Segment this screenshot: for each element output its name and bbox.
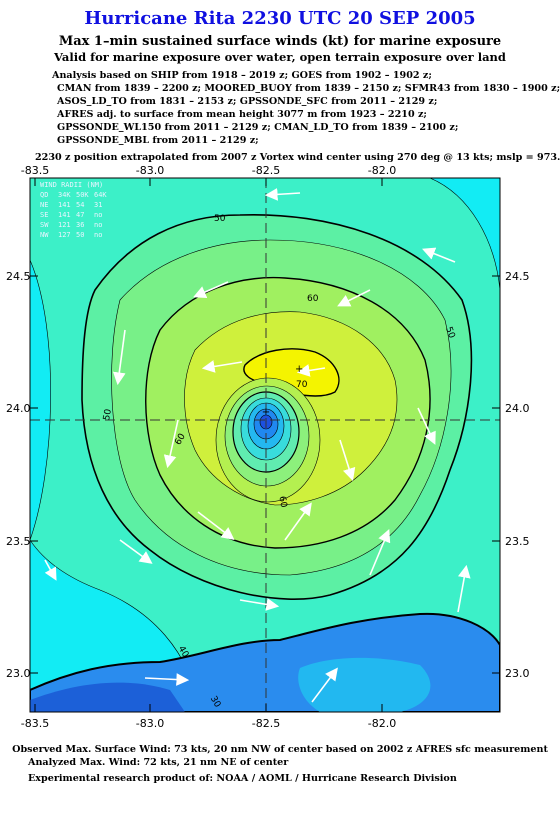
position-note: 2230 z position extrapolated from 2007 z… bbox=[35, 152, 560, 163]
lat-tick-label: 24.5 bbox=[505, 270, 530, 283]
lat-tick-label: 24.5 bbox=[6, 270, 31, 283]
wind-radii-cell: 31 bbox=[94, 201, 102, 209]
lat-tick-label: 23.5 bbox=[505, 535, 530, 548]
lat-tick-label: 23.0 bbox=[6, 667, 31, 680]
wind-radii-cell: no bbox=[94, 231, 102, 239]
footer-line: Experimental research product of: NOAA /… bbox=[28, 773, 457, 784]
lon-tick-label: -82.5 bbox=[252, 164, 280, 177]
contour-label: 50 bbox=[102, 408, 114, 421]
wind-radii-cell: SE bbox=[40, 211, 48, 219]
subtitle: Max 1–min sustained surface winds (kt) f… bbox=[59, 34, 501, 49]
lon-tick-label: -82.0 bbox=[368, 717, 396, 730]
contour-label: 50 bbox=[214, 214, 226, 224]
contour-label: 70 bbox=[296, 380, 308, 390]
wind-radii-cell: 121 bbox=[58, 221, 71, 229]
wind-radii-cell: SW bbox=[40, 221, 49, 229]
analysis-line: ASOS_LD_TO from 1831 – 2153 z; GPSSONDE_… bbox=[56, 96, 437, 107]
wind-radii-cell: 50 bbox=[76, 231, 84, 239]
subtitle: Valid for marine exposure over water, op… bbox=[53, 50, 506, 64]
wind-radii-cell: no bbox=[94, 221, 102, 229]
lat-tick-label: 23.5 bbox=[6, 535, 31, 548]
wind-radii-cell: 47 bbox=[76, 211, 84, 219]
lat-tick-label: 23.0 bbox=[505, 667, 530, 680]
lon-tick-label: -83.0 bbox=[136, 717, 164, 730]
max-wind-mark: + bbox=[295, 364, 303, 375]
wind-radii-cell: no bbox=[94, 211, 102, 219]
lon-tick-label: -83.5 bbox=[21, 164, 49, 177]
wind-radii-cell: 34K bbox=[58, 191, 71, 199]
analysis-line: AFRES adj. to surface from mean height 3… bbox=[56, 109, 427, 120]
lon-tick-label: -82.5 bbox=[252, 717, 280, 730]
contour-label: 50 bbox=[443, 326, 456, 340]
lon-tick-label: -82.0 bbox=[368, 164, 396, 177]
map-frame bbox=[29, 177, 501, 713]
wind-radii-cell: 54 bbox=[76, 201, 84, 209]
wind-radii-cell: 141 bbox=[58, 201, 71, 209]
wind-radii-cell: QD bbox=[40, 191, 48, 199]
wind-radii-cell: 127 bbox=[58, 231, 71, 239]
map bbox=[30, 178, 500, 712]
wind-radii-cell: 50K bbox=[76, 191, 89, 199]
analysis-line: CMAN from 1839 – 2200 z; MOORED_BUOY fro… bbox=[57, 83, 560, 94]
lat-tick-label: 24.0 bbox=[6, 402, 31, 415]
lon-tick-label: -83.5 bbox=[21, 717, 49, 730]
title: Hurricane Rita 2230 UTC 20 SEP 2005 bbox=[84, 8, 475, 29]
analysis-line: GPSSONDE_WL150 from 2011 – 2129 z; CMAN_… bbox=[57, 122, 458, 133]
contour-label: 60 bbox=[276, 495, 288, 508]
analysis-line: Analysis based on SHIP from 1918 – 2019 … bbox=[51, 70, 432, 81]
wind-radii-cell: 36 bbox=[76, 221, 84, 229]
footer-line: Analyzed Max. Wind: 72 kts, 21 nm NE of … bbox=[27, 757, 289, 768]
lat-tick-label: 24.0 bbox=[505, 402, 530, 415]
wind-radii-header: WIND RADII (NM) bbox=[40, 181, 103, 189]
analysis-line: GPSSONDE_MBL from 2011 – 2129 z; bbox=[57, 135, 259, 146]
footer-line: Observed Max. Surface Wind: 73 kts, 20 n… bbox=[12, 744, 548, 755]
wind-radii-cell: 64K bbox=[94, 191, 107, 199]
wind-radii-cell: 141 bbox=[58, 211, 71, 219]
center-mark: + bbox=[262, 407, 270, 418]
lon-tick-label: -83.0 bbox=[136, 164, 164, 177]
contour-label: 60 bbox=[307, 294, 319, 304]
wind-radii-cell: NW bbox=[40, 231, 49, 239]
wind-radii-cell: NE bbox=[40, 201, 48, 209]
